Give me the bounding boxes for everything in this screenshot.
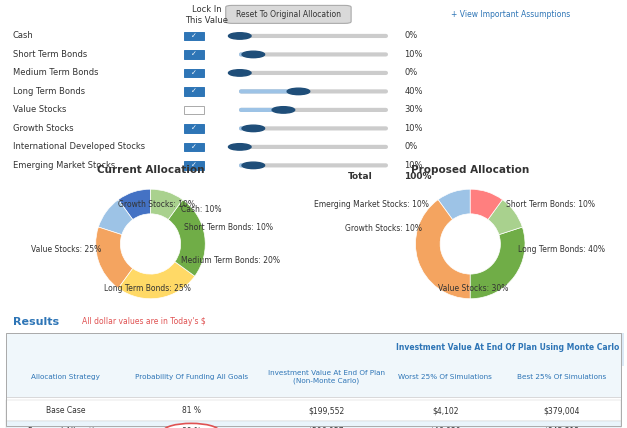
- Text: ✓: ✓: [191, 125, 197, 131]
- Text: $199,552: $199,552: [308, 406, 344, 415]
- Circle shape: [228, 33, 251, 39]
- Wedge shape: [416, 199, 470, 299]
- Text: Long Term Bonds: Long Term Bonds: [13, 87, 85, 96]
- FancyBboxPatch shape: [184, 32, 204, 40]
- Text: International Developed Stocks: International Developed Stocks: [13, 143, 145, 152]
- Text: 10%: 10%: [404, 124, 423, 133]
- Text: $4,102: $4,102: [432, 406, 458, 415]
- Text: ✓: ✓: [191, 162, 197, 168]
- Text: ✓: ✓: [191, 144, 197, 150]
- Circle shape: [242, 51, 265, 58]
- FancyBboxPatch shape: [226, 6, 351, 24]
- Wedge shape: [119, 262, 195, 299]
- Text: Long Term Bonds: 25%: Long Term Bonds: 25%: [104, 284, 191, 293]
- Text: $379,004: $379,004: [543, 406, 579, 415]
- Text: Allocation Strategy: Allocation Strategy: [31, 374, 100, 380]
- Wedge shape: [438, 189, 470, 220]
- Circle shape: [242, 125, 265, 132]
- Text: 89 %: 89 %: [182, 427, 201, 428]
- Text: All dollar values are in Today's $: All dollar values are in Today's $: [82, 317, 205, 326]
- Text: Growth Stocks: Growth Stocks: [13, 124, 73, 133]
- Text: Long Term Bonds: 40%: Long Term Bonds: 40%: [519, 245, 606, 254]
- Text: Base Case: Base Case: [46, 406, 85, 415]
- Text: Medium Term Bonds: 20%: Medium Term Bonds: 20%: [181, 256, 280, 265]
- Text: 81 %: 81 %: [182, 406, 201, 415]
- Text: Emerging Market Stocks: Emerging Market Stocks: [13, 161, 115, 170]
- Circle shape: [272, 107, 295, 113]
- Text: Lock In
This Value: Lock In This Value: [186, 6, 228, 25]
- Text: $506,057: $506,057: [308, 427, 344, 428]
- FancyBboxPatch shape: [184, 106, 204, 114]
- Circle shape: [228, 70, 251, 76]
- FancyBboxPatch shape: [184, 68, 204, 77]
- Text: Growth Stocks: 10%: Growth Stocks: 10%: [118, 200, 194, 209]
- Text: $46,030: $46,030: [429, 427, 461, 428]
- FancyBboxPatch shape: [184, 124, 204, 133]
- Text: Short Term Bonds: 10%: Short Term Bonds: 10%: [184, 223, 273, 232]
- Text: $845,312: $845,312: [543, 427, 579, 428]
- Wedge shape: [119, 189, 150, 220]
- Text: 10%: 10%: [404, 161, 423, 170]
- Text: Reset To Original Allocation: Reset To Original Allocation: [236, 10, 341, 19]
- FancyBboxPatch shape: [184, 87, 204, 96]
- Text: Total: Total: [349, 172, 373, 181]
- Text: 10%: 10%: [404, 50, 423, 59]
- Title: Current Allocation: Current Allocation: [97, 165, 204, 175]
- Circle shape: [242, 162, 265, 169]
- Text: Medium Term Bonds: Medium Term Bonds: [13, 68, 98, 77]
- Text: Short Term Bonds: Short Term Bonds: [13, 50, 87, 59]
- Text: Growth Stocks: 10%: Growth Stocks: 10%: [345, 224, 422, 233]
- FancyBboxPatch shape: [389, 333, 624, 366]
- Text: Probability Of Funding All Goals: Probability Of Funding All Goals: [135, 374, 248, 380]
- Text: Cash: 10%: Cash: 10%: [181, 205, 221, 214]
- FancyBboxPatch shape: [6, 400, 621, 421]
- Text: 30%: 30%: [404, 105, 423, 114]
- Wedge shape: [470, 189, 502, 220]
- Text: Investment Value At End Of Plan Using Monte Carlo: Investment Value At End Of Plan Using Mo…: [396, 342, 619, 352]
- Text: 0%: 0%: [404, 68, 418, 77]
- Circle shape: [228, 144, 251, 150]
- Text: 100%: 100%: [404, 172, 432, 181]
- Circle shape: [287, 88, 310, 95]
- Text: Best 25% Of Simulations: Best 25% Of Simulations: [517, 374, 606, 380]
- Text: Emerging Market Stocks: 10%: Emerging Market Stocks: 10%: [314, 200, 429, 209]
- Text: Value Stocks: 25%: Value Stocks: 25%: [31, 245, 101, 254]
- Text: ✓: ✓: [191, 51, 197, 57]
- Wedge shape: [168, 199, 205, 276]
- FancyBboxPatch shape: [6, 421, 621, 428]
- Wedge shape: [488, 199, 522, 235]
- Text: Value Stocks: Value Stocks: [13, 105, 66, 114]
- FancyBboxPatch shape: [184, 161, 204, 169]
- Text: Value Stocks: 30%: Value Stocks: 30%: [438, 284, 508, 293]
- FancyBboxPatch shape: [184, 143, 204, 151]
- Ellipse shape: [163, 423, 219, 428]
- Wedge shape: [470, 227, 525, 299]
- Text: 0%: 0%: [404, 31, 418, 41]
- Text: Short Term Bonds: 10%: Short Term Bonds: 10%: [506, 200, 595, 209]
- Title: Proposed Allocation: Proposed Allocation: [411, 165, 529, 175]
- Text: Cash: Cash: [13, 31, 33, 41]
- FancyBboxPatch shape: [184, 50, 204, 59]
- Text: 0%: 0%: [404, 143, 418, 152]
- Text: ✓: ✓: [191, 70, 197, 76]
- Text: Worst 25% Of Simulations: Worst 25% Of Simulations: [398, 374, 492, 380]
- Text: Investment Value At End Of Plan
(Non-Monte Carlo): Investment Value At End Of Plan (Non-Mon…: [268, 370, 384, 384]
- FancyBboxPatch shape: [6, 333, 621, 397]
- Text: Proposed Allocation: Proposed Allocation: [28, 427, 103, 428]
- Text: Results: Results: [13, 317, 59, 327]
- Wedge shape: [98, 199, 133, 235]
- Text: ✓: ✓: [191, 33, 197, 39]
- Text: + View Important Assumptions: + View Important Assumptions: [451, 10, 571, 19]
- Wedge shape: [150, 189, 182, 220]
- Text: 40%: 40%: [404, 87, 423, 96]
- Wedge shape: [96, 227, 133, 288]
- Text: ✓: ✓: [191, 89, 197, 95]
